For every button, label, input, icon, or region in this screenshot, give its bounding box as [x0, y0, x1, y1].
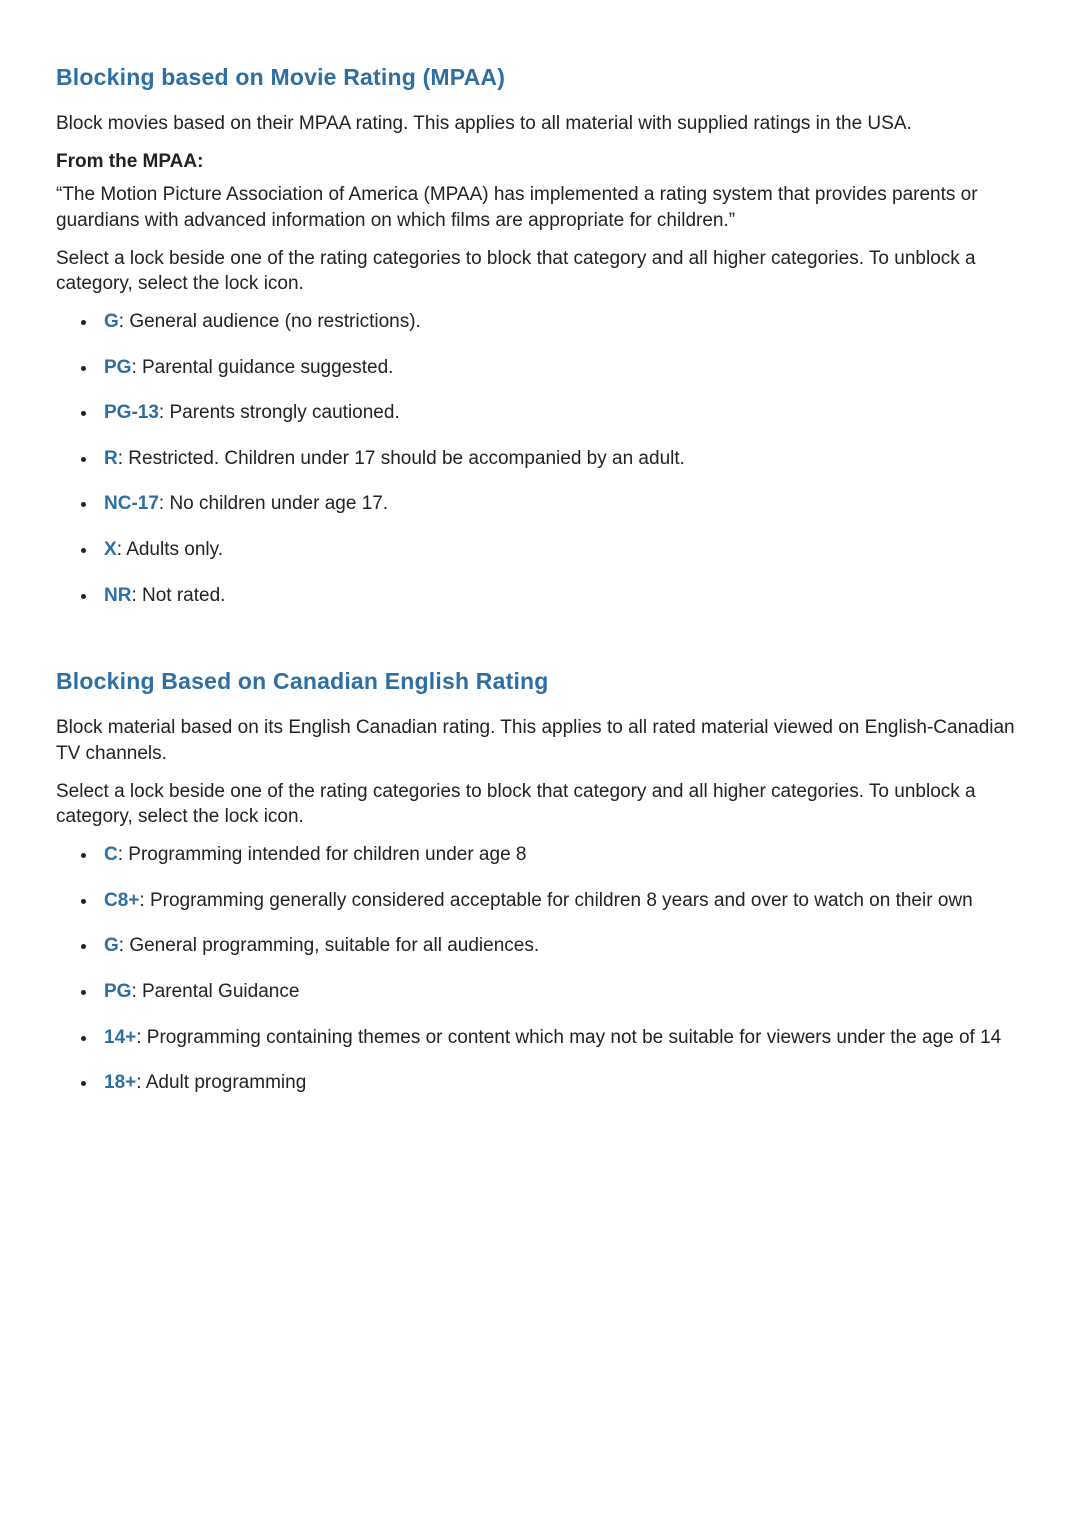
mpaa-from-label: From the MPAA:	[56, 149, 1024, 175]
rating-code: PG-13	[104, 402, 159, 423]
rating-desc: : Parents strongly cautioned.	[159, 402, 400, 423]
mpaa-heading: Blocking based on Movie Rating (MPAA)	[56, 62, 1024, 93]
list-item: C8+: Programming generally considered ac…	[98, 888, 1024, 914]
list-item: NR: Not rated.	[98, 583, 1024, 609]
rating-code: R	[104, 448, 118, 469]
can-en-instruction: Select a lock beside one of the rating c…	[56, 779, 1024, 830]
mpaa-intro: Block movies based on their MPAA rating.…	[56, 111, 1024, 137]
list-item: NC-17: No children under age 17.	[98, 491, 1024, 517]
rating-code: G	[104, 935, 119, 956]
rating-desc: : Adults only.	[117, 539, 223, 560]
mpaa-rating-list: G: General audience (no restrictions). P…	[56, 309, 1024, 608]
rating-desc: : Restricted. Children under 17 should b…	[118, 448, 685, 469]
rating-code: 18+	[104, 1072, 136, 1093]
rating-code: NC-17	[104, 493, 159, 514]
rating-desc: : Adult programming	[136, 1072, 306, 1093]
rating-code: X	[104, 539, 117, 560]
rating-desc: : No children under age 17.	[159, 493, 388, 514]
list-item: PG: Parental Guidance	[98, 979, 1024, 1005]
rating-desc: : Programming generally considered accep…	[139, 890, 972, 911]
list-item: X: Adults only.	[98, 537, 1024, 563]
rating-desc: : General audience (no restrictions).	[119, 311, 421, 332]
list-item: PG-13: Parents strongly cautioned.	[98, 400, 1024, 426]
rating-desc: : Not rated.	[131, 585, 225, 606]
mpaa-instruction: Select a lock beside one of the rating c…	[56, 246, 1024, 297]
list-item: PG: Parental guidance suggested.	[98, 355, 1024, 381]
list-item: 18+: Adult programming	[98, 1070, 1024, 1096]
rating-desc: : Programming intended for children unde…	[118, 844, 527, 865]
rating-desc: : General programming, suitable for all …	[119, 935, 539, 956]
list-item: 14+: Programming containing themes or co…	[98, 1025, 1024, 1051]
rating-code: PG	[104, 981, 131, 1002]
rating-code: 14+	[104, 1027, 136, 1048]
mpaa-quote: “The Motion Picture Association of Ameri…	[56, 182, 1024, 233]
rating-desc: : Programming containing themes or conte…	[136, 1027, 1001, 1048]
rating-code: C8+	[104, 890, 139, 911]
can-en-heading: Blocking Based on Canadian English Ratin…	[56, 666, 1024, 697]
list-item: C: Programming intended for children und…	[98, 842, 1024, 868]
rating-code: G	[104, 311, 119, 332]
rating-code: C	[104, 844, 118, 865]
rating-code: NR	[104, 585, 131, 606]
can-en-rating-list: C: Programming intended for children und…	[56, 842, 1024, 1096]
can-en-intro: Block material based on its English Cana…	[56, 715, 1024, 766]
list-item: R: Restricted. Children under 17 should …	[98, 446, 1024, 472]
rating-desc: : Parental Guidance	[131, 981, 299, 1002]
rating-code: PG	[104, 357, 131, 378]
list-item: G: General programming, suitable for all…	[98, 933, 1024, 959]
rating-desc: : Parental guidance suggested.	[131, 357, 393, 378]
list-item: G: General audience (no restrictions).	[98, 309, 1024, 335]
